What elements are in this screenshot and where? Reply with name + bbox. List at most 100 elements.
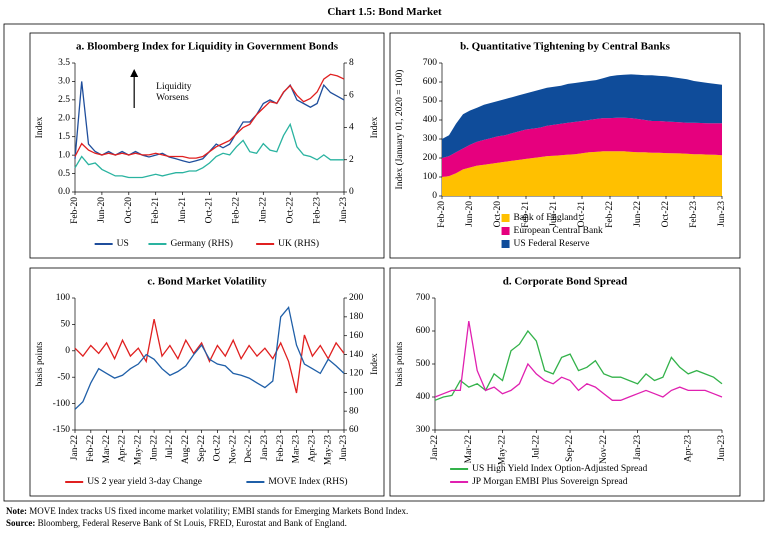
panel-frame bbox=[29, 32, 385, 259]
y-axis-title: Index bbox=[35, 116, 45, 138]
y-tick-label: 200 bbox=[423, 153, 438, 163]
y2-tick-label: 6 bbox=[349, 90, 354, 100]
legend-label: UK (RHS) bbox=[278, 238, 319, 249]
y-tick-label: 1.5 bbox=[58, 132, 70, 142]
x-tick-label: Oct-21 bbox=[205, 197, 215, 224]
series-line bbox=[74, 73, 345, 159]
y-tick-label: 0.0 bbox=[58, 187, 70, 197]
x-tick-label: Nov-22 bbox=[599, 435, 609, 464]
y2-tick-label: 80 bbox=[349, 406, 359, 416]
x-tick-label: Apr-22 bbox=[118, 435, 128, 462]
y-tick-label: 500 bbox=[423, 96, 438, 106]
series-area bbox=[442, 117, 722, 177]
series-line bbox=[74, 305, 345, 410]
source-label: Source: bbox=[6, 518, 36, 528]
legend-swatch bbox=[501, 214, 510, 222]
x-tick-label: Feb-22 bbox=[232, 197, 242, 224]
x-tick-label: Jan-22 bbox=[430, 435, 440, 461]
y-tick-label: 100 bbox=[56, 293, 71, 303]
x-tick-label: Feb-21 bbox=[151, 197, 161, 224]
y2-tick-label: 120 bbox=[349, 369, 364, 379]
legend-label: US Federal Reserve bbox=[514, 239, 590, 249]
x-tick-label: May-23 bbox=[323, 435, 333, 465]
note-text: MOVE Index tracks US fixed income market… bbox=[29, 506, 409, 516]
annotation-arrowhead bbox=[130, 69, 139, 77]
x-tick-label: Feb-23 bbox=[276, 435, 286, 462]
x-tick-label: Apr-23 bbox=[683, 435, 693, 462]
x-tick-label: Jul-22 bbox=[531, 435, 541, 459]
y2-tick-label: 4 bbox=[349, 123, 354, 133]
annotation: Worsens bbox=[156, 93, 189, 103]
x-tick-label: Oct-21 bbox=[577, 201, 587, 228]
y2-tick-label: 60 bbox=[349, 425, 359, 435]
y2-tick-label: 180 bbox=[349, 312, 364, 322]
series-line bbox=[434, 320, 723, 401]
note-label: Note: bbox=[6, 506, 27, 516]
legend-label: US 2 year yield 3-day Change bbox=[87, 477, 202, 487]
y-tick-label: 3.0 bbox=[58, 77, 70, 87]
x-tick-label: Aug-22 bbox=[181, 435, 191, 464]
panel-title: b. Quantitative Tightening by Central Ba… bbox=[460, 41, 671, 53]
y2-tick-label: 160 bbox=[349, 331, 364, 341]
x-tick-label: Jun-23 bbox=[339, 435, 349, 461]
x-tick-label: Jun-20 bbox=[97, 197, 107, 223]
x-tick-label: Mar-22 bbox=[102, 435, 112, 464]
x-tick-label: Mar-23 bbox=[292, 435, 302, 464]
x-tick-label: Nov-22 bbox=[228, 435, 238, 464]
source-text: Bloomberg, Federal Reserve Bank of St Lo… bbox=[37, 518, 347, 528]
y-tick-label: 400 bbox=[423, 115, 438, 125]
y2-axis-title: Index bbox=[370, 116, 380, 138]
y-tick-label: 0 bbox=[432, 191, 437, 201]
y-axis-title: basis points bbox=[395, 341, 405, 386]
y-tick-label: 600 bbox=[423, 77, 438, 87]
y-tick-label: 3.5 bbox=[58, 58, 70, 68]
y-tick-label: -100 bbox=[53, 399, 71, 409]
y-tick-label: 600 bbox=[416, 326, 431, 336]
panel-title: d. Corporate Bond Spread bbox=[503, 276, 627, 288]
y-tick-label: 1.0 bbox=[58, 150, 70, 160]
annotation: Liquidity bbox=[156, 82, 192, 92]
legend-swatch bbox=[501, 227, 510, 235]
panel-frame bbox=[389, 32, 741, 259]
x-tick-label: Jun-22 bbox=[258, 197, 268, 223]
y2-tick-label: 140 bbox=[349, 350, 364, 360]
series-line bbox=[74, 318, 345, 394]
x-tick-label: Jun-22 bbox=[149, 435, 159, 461]
x-tick-label: Feb-20 bbox=[70, 197, 80, 224]
x-tick-label: Feb-23 bbox=[312, 197, 322, 224]
x-tick-label: Jan-23 bbox=[633, 435, 643, 461]
note-row: Note: MOVE Index tracks US fixed income … bbox=[6, 505, 766, 517]
panel-title: c. Bond Market Volatility bbox=[147, 276, 267, 288]
x-tick-label: Feb-22 bbox=[605, 201, 615, 228]
x-tick-label: Jun-22 bbox=[633, 201, 643, 227]
series-line bbox=[74, 122, 344, 179]
legend-label: MOVE Index (RHS) bbox=[268, 476, 347, 487]
x-tick-label: Jan-22 bbox=[70, 435, 80, 461]
x-tick-label: May-22 bbox=[133, 435, 143, 465]
x-tick-label: Jun-21 bbox=[178, 197, 188, 223]
y-tick-label: 400 bbox=[416, 392, 431, 402]
series-line bbox=[74, 81, 345, 164]
panel-frame bbox=[29, 267, 385, 497]
y-tick-label: 700 bbox=[423, 58, 438, 68]
figure-title: Chart 1.5: Bond Market bbox=[327, 6, 442, 18]
y-tick-label: 0.5 bbox=[58, 169, 70, 179]
y-axis-title: basis points bbox=[35, 341, 45, 386]
x-tick-label: May-22 bbox=[498, 435, 508, 465]
legend-label: Bank of England bbox=[514, 212, 579, 223]
x-tick-label: Feb-21 bbox=[521, 201, 531, 228]
y2-tick-label: 0 bbox=[349, 187, 354, 197]
x-tick-label: Mar-22 bbox=[464, 435, 474, 464]
source-row: Source: Bloomberg, Federal Reserve Bank … bbox=[6, 517, 766, 529]
y-tick-label: 500 bbox=[416, 359, 431, 369]
y-tick-label: 300 bbox=[423, 134, 438, 144]
x-tick-label: Jun-23 bbox=[339, 197, 349, 223]
series-area bbox=[442, 151, 722, 196]
y-tick-label: 2.0 bbox=[58, 113, 70, 123]
x-tick-label: Feb-22 bbox=[86, 435, 96, 462]
y-axis-title: Index (January 01, 2020 = 100) bbox=[394, 70, 405, 190]
x-tick-label: Apr-23 bbox=[308, 435, 318, 462]
y2-tick-label: 2 bbox=[349, 155, 354, 165]
legend-swatch bbox=[501, 240, 510, 248]
